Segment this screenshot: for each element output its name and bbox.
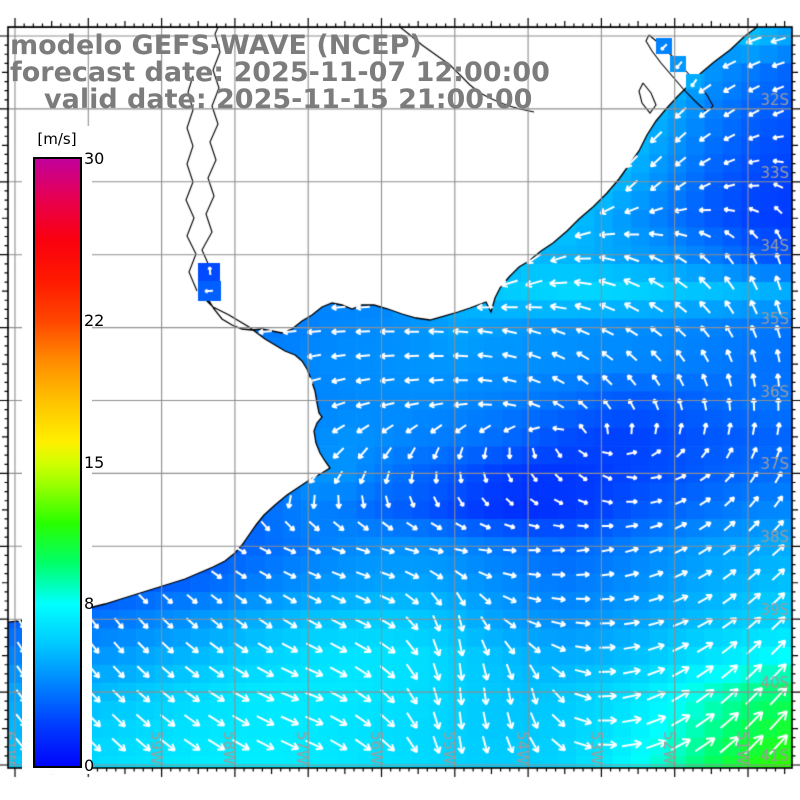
colorbar-tick-label: 30 [84,149,105,168]
colorbar-tick-label: 8 [84,594,95,614]
colorbar-tick-label: 22 [84,310,105,330]
colorbar-tick-label: 15 [84,452,105,472]
colorbar-gradient [33,157,82,768]
colorbar: [m/s] 30 22 15 8 0 [22,126,104,775]
colorbar-tick-label: 0 [84,756,95,775]
colorbar-unit-label: [m/s] [37,130,77,148]
